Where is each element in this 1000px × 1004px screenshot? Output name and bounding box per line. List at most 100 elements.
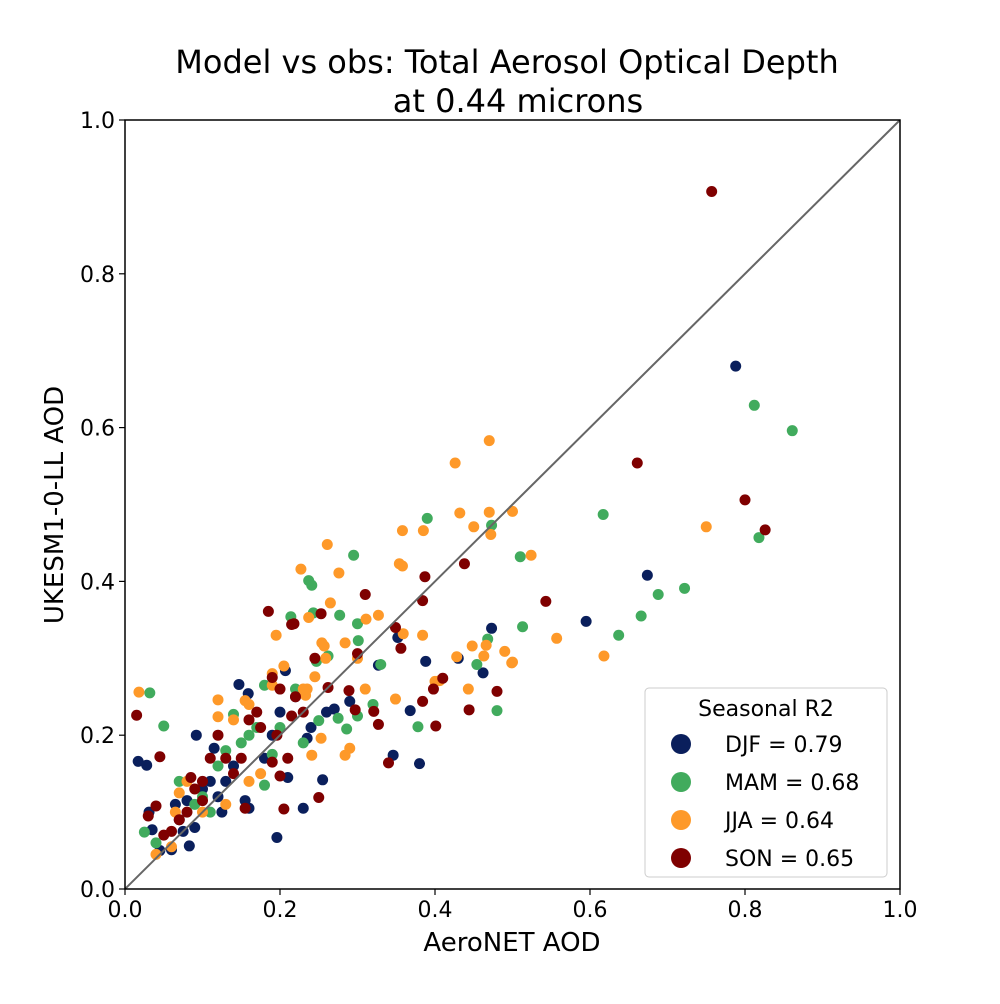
legend-title: Seasonal R2 <box>698 697 834 722</box>
data-point <box>430 720 442 732</box>
data-point <box>190 729 202 741</box>
data-point <box>197 795 208 807</box>
data-point <box>420 655 432 667</box>
data-point <box>372 718 384 730</box>
data-point <box>491 685 503 697</box>
data-point <box>334 609 346 621</box>
x-tick-label: 0.8 <box>728 898 763 923</box>
data-point <box>613 629 625 641</box>
data-point <box>396 525 408 537</box>
data-point <box>286 710 298 722</box>
data-point <box>417 595 429 607</box>
data-point <box>251 706 263 718</box>
data-point <box>652 588 664 600</box>
data-point <box>318 640 330 652</box>
data-point <box>235 752 247 764</box>
data-point <box>142 810 154 822</box>
data-point <box>278 803 290 815</box>
data-point <box>349 704 361 716</box>
data-point <box>507 656 518 668</box>
data-point <box>290 691 301 703</box>
y-axis-label: UKESM1-0-LL AOD <box>40 386 70 624</box>
data-point <box>290 683 301 695</box>
data-point <box>320 652 332 664</box>
data-point <box>328 703 340 715</box>
data-point <box>243 729 255 741</box>
data-point <box>417 695 429 707</box>
data-point <box>141 759 153 771</box>
data-point <box>278 660 290 672</box>
y-tick-label: 0.0 <box>80 878 115 903</box>
data-point <box>132 755 144 767</box>
data-point <box>427 683 439 695</box>
data-point <box>220 775 232 787</box>
data-point <box>274 683 286 695</box>
data-point <box>220 745 232 757</box>
data-point <box>204 806 216 818</box>
legend-label: MAM = 0.68 <box>725 771 859 796</box>
data-point <box>389 622 401 634</box>
data-point <box>220 752 232 764</box>
data-point <box>458 558 470 570</box>
data-point <box>449 457 461 469</box>
data-point <box>324 597 336 609</box>
data-point <box>417 629 429 641</box>
data-point <box>197 775 208 787</box>
plot-frame <box>124 119 901 890</box>
x-tick-label: 0.2 <box>263 898 298 923</box>
data-point <box>131 709 143 721</box>
x-tick-label: 0.4 <box>418 898 453 923</box>
legend-marker <box>671 734 691 754</box>
data-point <box>507 505 518 517</box>
data-point <box>158 720 170 732</box>
data-point <box>339 637 351 649</box>
data-point <box>395 642 407 654</box>
data-point <box>477 667 489 679</box>
x-tick-label: 0.6 <box>573 898 608 923</box>
data-point <box>412 721 424 733</box>
data-point <box>166 841 177 853</box>
data-point <box>341 723 353 735</box>
legend-label: DJF = 0.79 <box>725 733 843 758</box>
data-point <box>499 645 511 657</box>
data-point <box>359 588 371 600</box>
data-point <box>471 658 483 670</box>
x-tick-label: 0.0 <box>108 898 143 923</box>
data-point <box>419 571 431 583</box>
data-point <box>525 549 537 561</box>
data-point <box>181 806 193 818</box>
data-point <box>297 802 309 814</box>
data-point <box>375 658 387 670</box>
chart-title-line-2: at 0.44 microns <box>393 82 643 120</box>
data-point <box>204 752 216 764</box>
data-point <box>274 706 286 718</box>
data-point <box>700 521 712 533</box>
y-tick-label: 0.4 <box>80 570 115 595</box>
data-point <box>266 672 278 684</box>
data-point <box>303 612 315 624</box>
data-point <box>255 722 267 734</box>
data-point <box>138 826 150 838</box>
data-point <box>208 742 220 754</box>
data-point <box>514 551 526 563</box>
data-point <box>173 787 185 799</box>
legend-marker <box>671 772 691 792</box>
data-point <box>485 528 497 540</box>
data-point <box>212 694 224 706</box>
legend-box <box>644 687 888 878</box>
data-point <box>212 760 224 772</box>
data-point <box>306 749 318 761</box>
data-point <box>404 705 416 717</box>
series-3 <box>131 186 771 841</box>
data-point <box>332 712 344 724</box>
data-point <box>274 770 286 782</box>
data-point <box>339 749 351 761</box>
data-point <box>255 768 267 780</box>
data-point <box>739 494 751 506</box>
data-point <box>315 732 327 744</box>
data-point <box>348 549 360 561</box>
data-point <box>466 640 478 652</box>
data-point <box>173 814 185 826</box>
data-point <box>491 705 503 717</box>
